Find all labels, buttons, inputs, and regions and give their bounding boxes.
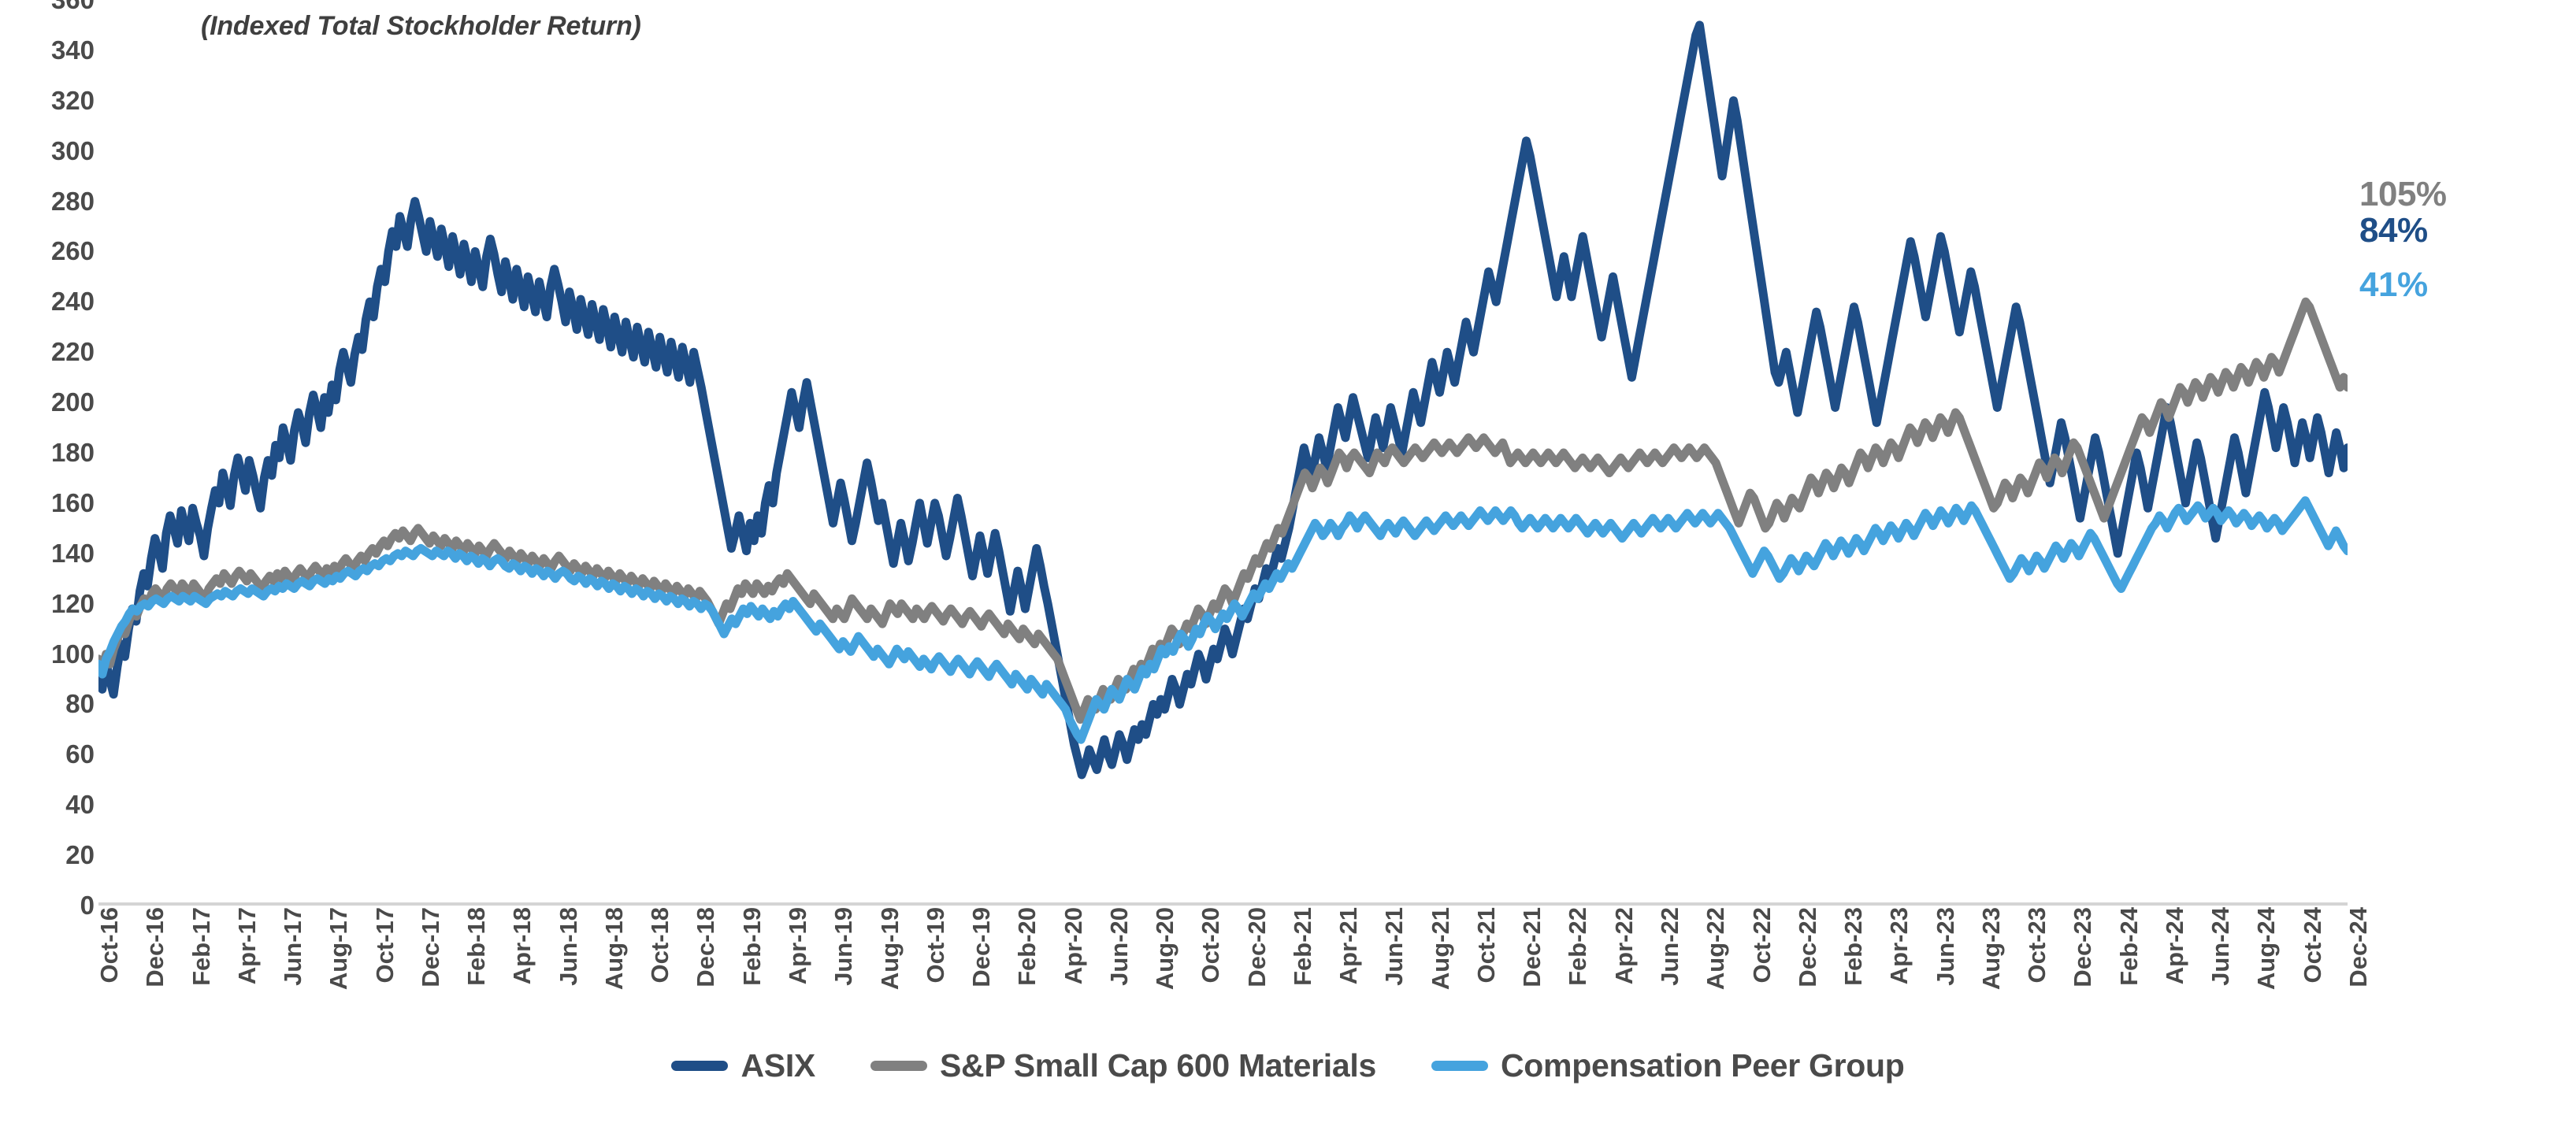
x-axis-tick: Dec-19 — [967, 907, 996, 987]
y-axis-tick: 100 — [50, 639, 95, 669]
x-axis: Oct-16 Dec-16 Feb-17 Apr-17 Jun-17 Aug-17 Oct-… — [95, 907, 2372, 1045]
x-axis-tick: Feb-23 — [1839, 907, 1868, 986]
x-axis-tick: Aug-23 — [1977, 907, 2005, 991]
legend-item[interactable]: Compensation Peer Group — [1431, 1047, 1905, 1084]
x-axis-tick: Jun-17 — [279, 907, 307, 986]
legend-color-swatch — [870, 1061, 927, 1071]
y-axis-tick: 40 — [65, 790, 95, 820]
legend-color-swatch — [1431, 1061, 1488, 1071]
y-axis-tick: 360 — [8, 0, 95, 15]
y-axis-tick: 20 — [65, 840, 95, 870]
y-axis-tick: 140 — [50, 538, 95, 568]
x-axis-tick: Jun-18 — [554, 907, 582, 986]
x-axis-tick: Dec-16 — [141, 907, 169, 987]
chart-legend: ASIX S&P Small Cap 600 Materials Compensat… — [0, 1047, 2576, 1084]
legend-label: S&P Small Cap 600 Materials — [939, 1047, 1376, 1084]
legend-item[interactable]: S&P Small Cap 600 Materials — [870, 1047, 1376, 1084]
x-axis-tick: Aug-20 — [1151, 907, 1179, 991]
x-axis-tick: Oct-23 — [2023, 907, 2051, 984]
x-axis-tick: Oct-20 — [1197, 907, 1225, 984]
x-axis-tick: Aug-17 — [325, 907, 353, 991]
x-axis-baseline — [98, 902, 2348, 906]
y-axis-tick: 340 — [50, 35, 95, 65]
x-axis-tick: Feb-19 — [737, 907, 766, 986]
x-axis-tick: Aug-18 — [599, 907, 628, 991]
x-axis-tick: Feb-17 — [187, 907, 215, 986]
x-axis-tick: Apr-17 — [232, 907, 261, 985]
peergroup-end-label: 41% — [2359, 265, 2428, 304]
y-axis-tick: 280 — [50, 186, 95, 216]
sp600materials-end-label: 105% — [2359, 175, 2447, 213]
x-axis-tick: Aug-21 — [1426, 907, 1454, 991]
x-axis-tick: Feb-21 — [1288, 907, 1316, 986]
x-axis-tick: Jun-20 — [1104, 907, 1133, 986]
asix-end-label: 84% — [2359, 211, 2428, 250]
series-line — [98, 501, 2348, 740]
y-axis-tick: 180 — [50, 438, 95, 467]
x-axis-tick: Dec-20 — [1242, 907, 1271, 987]
x-axis-tick: Oct-22 — [1747, 907, 1776, 984]
x-axis-tick: Jun-19 — [830, 907, 858, 986]
x-axis-tick: Jun-24 — [2207, 907, 2235, 986]
x-axis-tick: Feb-24 — [2114, 907, 2143, 986]
x-axis-tick: Feb-18 — [462, 907, 491, 986]
x-axis-tick: Dec-21 — [1518, 907, 1546, 987]
legend-label: ASIX — [741, 1047, 815, 1084]
legend-color-swatch — [671, 1061, 729, 1071]
y-axis-tick: 80 — [65, 689, 95, 719]
x-axis-tick: Aug-22 — [1702, 907, 1730, 991]
y-axis-tick: 120 — [50, 588, 95, 618]
x-axis-tick: Dec-18 — [692, 907, 720, 987]
x-axis-tick: Dec-24 — [2344, 907, 2372, 987]
x-axis-tick: Oct-21 — [1472, 907, 1500, 984]
x-axis-tick: Aug-24 — [2252, 907, 2281, 991]
y-axis-tick: 60 — [65, 739, 95, 769]
x-axis-tick: Feb-22 — [1564, 907, 1592, 986]
x-axis-tick: Feb-20 — [1013, 907, 1041, 986]
y-axis-tick: 320 — [50, 85, 95, 115]
y-axis-tick: 300 — [50, 135, 95, 165]
x-axis-tick: Oct-19 — [921, 907, 949, 984]
y-axis-tick: 200 — [50, 387, 95, 417]
series-line — [98, 25, 2348, 775]
series-lines — [98, 0, 2348, 906]
x-axis-tick: Jun-22 — [1656, 907, 1684, 986]
x-axis-tick: Jun-21 — [1380, 907, 1409, 986]
x-axis-tick: Aug-19 — [875, 907, 904, 991]
plot-area — [98, 0, 2348, 906]
x-axis-tick: Oct-18 — [646, 907, 674, 984]
x-axis-tick: Oct-16 — [95, 907, 123, 984]
x-axis-tick: Apr-22 — [1609, 907, 1638, 985]
legend-item[interactable]: ASIX — [671, 1047, 815, 1084]
x-axis-tick: Apr-21 — [1334, 907, 1363, 985]
x-axis-tick: Apr-18 — [508, 907, 536, 985]
x-axis-tick: Oct-24 — [2298, 907, 2326, 984]
y-axis-tick: 260 — [50, 236, 95, 266]
x-axis-tick: Dec-22 — [1793, 907, 1821, 987]
x-axis-tick: Dec-17 — [416, 907, 444, 987]
chart-subtitle: (Indexed Total Stockholder Return) — [201, 11, 641, 41]
x-axis-tick: Apr-23 — [1885, 907, 1913, 985]
x-axis-tick: Apr-19 — [783, 907, 811, 985]
x-axis-tick: Oct-17 — [370, 907, 399, 984]
x-axis-tick: Dec-23 — [2069, 907, 2097, 987]
y-axis-tick: 0 — [80, 891, 95, 920]
x-axis-tick: Jun-23 — [1931, 907, 1959, 986]
legend-label: Compensation Peer Group — [1501, 1047, 1905, 1084]
y-axis-tick: 240 — [50, 287, 95, 317]
y-axis: 3603403203002802602402202001801601401201… — [0, 0, 95, 920]
x-axis-tick: Apr-20 — [1059, 907, 1087, 985]
x-axis-tick: Apr-24 — [2160, 907, 2188, 985]
y-axis-tick: 160 — [50, 487, 95, 517]
y-axis-tick: 220 — [50, 337, 95, 367]
series-line — [98, 302, 2348, 719]
